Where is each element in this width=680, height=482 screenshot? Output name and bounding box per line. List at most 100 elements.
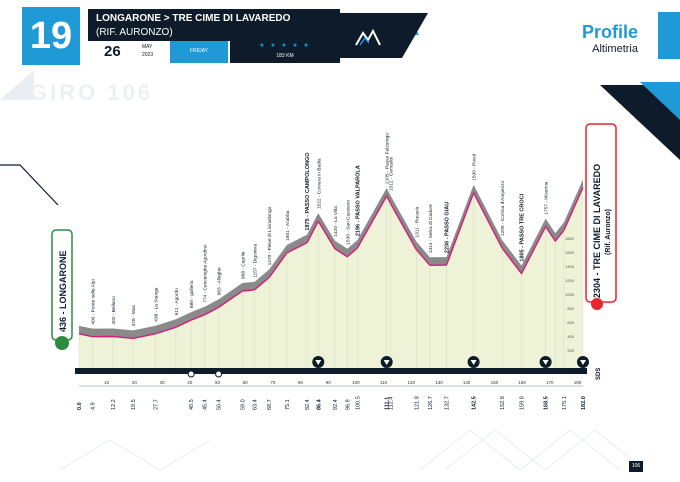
waypoint-label: 1314 - Selva di Cadore <box>428 204 434 253</box>
stage-weekday: FRIDAY <box>190 48 208 54</box>
stage-number-badge: 19 <box>22 7 80 65</box>
km-marker: 175.1 <box>562 396 568 410</box>
km-marker: 86.4 <box>316 398 322 410</box>
waypoint-label: 1205 - Cortina d'Ampezzo <box>500 181 506 237</box>
km-marker: 121.8 <box>414 396 420 410</box>
elevation-tick: 1000 <box>565 292 575 297</box>
stage-title: LONGARONE > TRE CIME DI LAVAREDO <box>96 13 291 24</box>
km-marker: 132.7 <box>444 396 450 410</box>
axis-tick-label: 20 <box>132 380 138 385</box>
axis-tick-label: 60 <box>243 380 249 385</box>
waypoint-label: 1757 - Misurina <box>544 181 550 214</box>
waypoint-label: 774 - Cencenighe Agordino <box>203 244 209 302</box>
km-marker: 4.9 <box>91 402 97 410</box>
profile-layer: 10 20 30 40 50 60 70 80 90 100 110 120 130 140 150 160 1… <box>75 133 589 410</box>
page-subtitle: Altimetria <box>592 43 638 55</box>
km-marker: 40.5 <box>189 399 195 410</box>
km-marker: 111.1 <box>385 397 391 410</box>
finish-sublabel: (Rif. Auronzo) <box>605 209 612 255</box>
waypoint-label: 402 - Belluno <box>111 296 117 325</box>
elevation-tick: 200 <box>567 348 574 353</box>
axis-tick-label: 140 <box>463 380 471 385</box>
elevation-tick: 1400 <box>565 264 575 269</box>
giro-logo-band <box>338 13 428 58</box>
elevation-tick: 1600 <box>565 250 575 255</box>
stage-subtitle: (RIF. AURONZO) <box>96 27 173 38</box>
waypoint-label: 1522 - Corvara in Badia <box>316 158 322 209</box>
stage-day: 26 <box>104 43 121 60</box>
axis-tick-label: 180 <box>574 380 582 385</box>
axis-tick-label: 160 <box>518 380 526 385</box>
kom-arrow-icon <box>580 360 586 365</box>
mountains-logo-icon <box>355 28 381 46</box>
waypoint-label: 2196 - PASSO VALPAROLA <box>355 165 361 236</box>
km-marker: 68.7 <box>267 399 273 410</box>
profile-area <box>79 187 583 368</box>
stage-header: 19 LONGARONE > TRE CIME DI LAVAREDO (RIF… <box>0 0 419 68</box>
start-marker: 436 - LONGARONE <box>51 229 73 350</box>
profile-line <box>78 187 584 340</box>
finish-marker: 2304 - TRE CIME DI LAVAREDO (Rif. Auronz… <box>585 123 617 310</box>
km-marker: 100.5 <box>355 396 361 410</box>
waypoint-label: 1470 - Pieve di Livinallongo <box>267 206 273 265</box>
km-marker: 50.4 <box>217 399 223 410</box>
page-number: 106 <box>629 461 643 472</box>
waypoint-label: 438 - La Stanga <box>154 287 160 321</box>
km-marker: 59.0 <box>240 399 246 410</box>
waypoint-label: 1311 - Rucavà <box>414 206 420 237</box>
km-marker: 182.0 <box>581 396 587 410</box>
weekday-box: FRIDAY <box>170 41 228 63</box>
kom-arrow-icon <box>383 360 390 365</box>
km-marker: 168.5 <box>544 396 550 410</box>
km-marker: 142.5 <box>472 396 478 410</box>
page-title: Profile <box>581 22 638 42</box>
km-marker: 82.4 <box>305 399 311 410</box>
km-marker: 63.4 <box>253 399 259 410</box>
date-row: 26 MAY 2023 FRIDAY ★ ★ ★ ★ ★ 183 KM <box>88 41 344 65</box>
axis-tick-label: 50 <box>215 380 221 385</box>
waypoint-label: 2236 - PASSO GIAU <box>444 202 450 253</box>
km-marker: 0.0 <box>77 402 83 410</box>
waypoint-label: 1875 - PASSO CAMPOLONGO <box>305 152 311 231</box>
waypoint-label: 2105 - Passo Falzarego <box>385 133 391 184</box>
elevation-tick: 1200 <box>565 278 575 283</box>
sds-label: SDS <box>596 368 602 380</box>
distance-box: ★ ★ ★ ★ ★ 183 KM <box>230 41 340 63</box>
sprint-icon <box>215 370 223 378</box>
waypoint-label: 680 - galleria <box>189 280 195 308</box>
km-marker: 19.5 <box>131 399 137 410</box>
background-decoration <box>0 70 680 471</box>
stage-distance: 183 KM <box>276 53 294 59</box>
waypoint-label: 378 - Mas <box>131 304 137 326</box>
stage-number: 19 <box>29 15 73 57</box>
axis-tick-label: 110 <box>380 380 388 385</box>
elevation-tick: 400 <box>567 334 574 339</box>
km-marker: 75.1 <box>285 399 291 410</box>
km-marker: 92.4 <box>333 399 339 410</box>
stage-month: MAY <box>142 44 153 50</box>
waypoint-label: 998 - Caprile <box>240 251 246 279</box>
km-marker: 126.7 <box>428 396 434 410</box>
start-label: 436 - LONGARONE <box>58 250 68 332</box>
axis-tick-label: 130 <box>435 380 443 385</box>
km-marker: 159.8 <box>520 396 526 410</box>
elevation-tick: 600 <box>567 320 574 325</box>
km-marker: 45.4 <box>203 399 209 410</box>
elevation-tick: 800 <box>567 306 574 311</box>
waypoint-label: 400 - Ponte nelle Alpi <box>91 279 97 324</box>
waypoint-label: 1512 - Cernadoi <box>388 157 394 191</box>
axis-tick-label: 40 <box>187 380 193 385</box>
waypoint-label: 1530 - San Cassiano <box>345 200 351 245</box>
difficulty-stars: ★ ★ ★ ★ ★ <box>259 43 311 49</box>
blue-tab-decoration <box>658 12 680 59</box>
finish-label: 2304 - TRE CIME DI LAVAREDO <box>592 164 602 298</box>
axis-tick-label: 30 <box>160 380 166 385</box>
km-marker: 12.2 <box>111 399 117 410</box>
sprint-icon <box>187 370 195 378</box>
waypoint-label: 1805 - PASSO TRE CROCI <box>520 193 526 261</box>
waypoint-label: 983 - Alleghe <box>217 267 223 295</box>
kom-arrow-icon <box>470 360 477 365</box>
kom-arrow-icon <box>542 360 549 365</box>
axis-tick-label: 10 <box>104 380 110 385</box>
axis-tick-label: 80 <box>298 380 304 385</box>
